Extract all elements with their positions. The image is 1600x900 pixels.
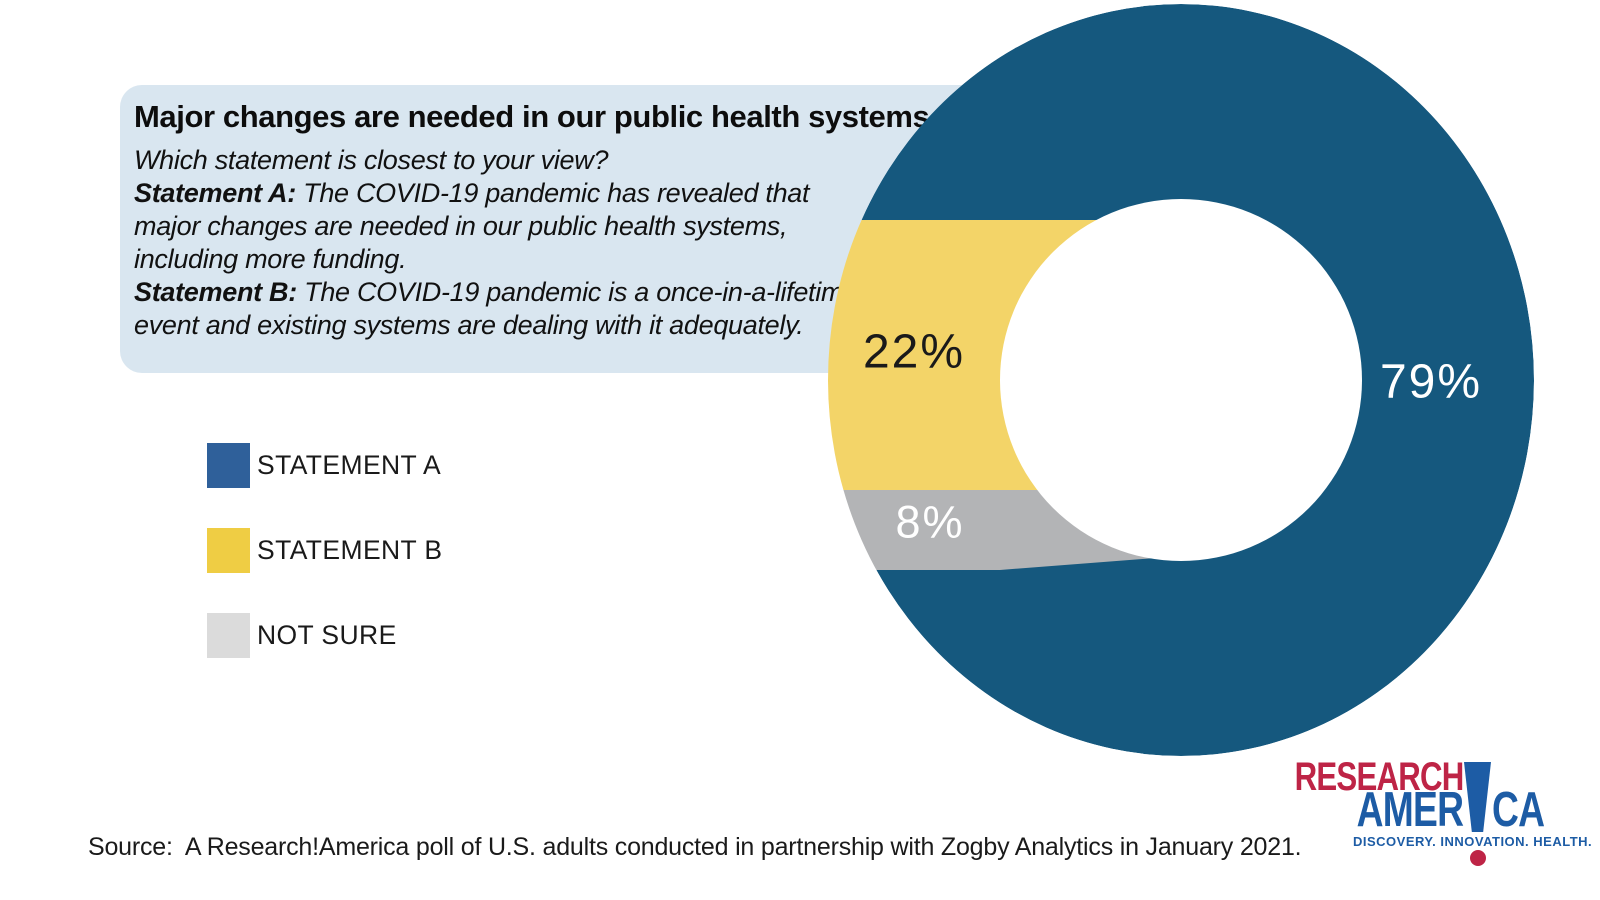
logo-word-ca: CA	[1492, 783, 1545, 837]
statement-b-text: The COVID-19 pandemic is a once-in-a-lif…	[134, 277, 858, 340]
source-attribution: Source: A Research!America poll of U.S. …	[88, 833, 1302, 861]
slice-statement-b	[828, 220, 1181, 490]
legend-swatch-statement-a	[207, 443, 250, 488]
logo-tagline: DISCOVERY. INNOVATION. HEALTH.	[1353, 834, 1593, 849]
legend-row-statement-a: STATEMENT A	[207, 443, 443, 488]
legend-label-statement-b: STATEMENT B	[257, 535, 443, 565]
legend-row-statement-b: STATEMENT B	[207, 528, 443, 573]
legend-label-statement-a: STATEMENT A	[257, 450, 442, 480]
statement-a-text: The COVID-19 pandemic has revealed that …	[134, 178, 810, 274]
logo-word-research: RESEARCH	[1294, 755, 1464, 799]
slice-not-sure	[828, 490, 1181, 570]
survey-question: Which statement is closest to your view?…	[134, 144, 874, 342]
chart-title: Major changes are needed in our public h…	[134, 99, 930, 134]
legend-row-not-sure: NOT SURE	[207, 613, 443, 658]
exclamation-bar-icon	[1464, 762, 1491, 832]
legend-swatch-statement-b	[207, 528, 250, 573]
legend: STATEMENT A STATEMENT B NOT SURE	[207, 443, 443, 658]
label-statement-b-pct: 22%	[863, 326, 965, 379]
legend-label-not-sure: NOT SURE	[257, 620, 397, 650]
exclamation-dot-icon	[1470, 850, 1486, 866]
logo-word-amer: AMER	[1356, 783, 1463, 837]
question-line: Which statement is closest to your view?	[134, 145, 609, 175]
statement-a-label: Statement A:	[134, 178, 296, 208]
statement-b-label: Statement B:	[134, 277, 297, 307]
legend-swatch-not-sure	[207, 613, 250, 658]
label-not-sure-pct: 8%	[895, 497, 964, 548]
label-statement-a-pct: 79%	[1380, 356, 1482, 409]
research-america-logo: RESEARCH AMER CA DISCOVERY. INNOVATION. …	[1294, 757, 1593, 870]
